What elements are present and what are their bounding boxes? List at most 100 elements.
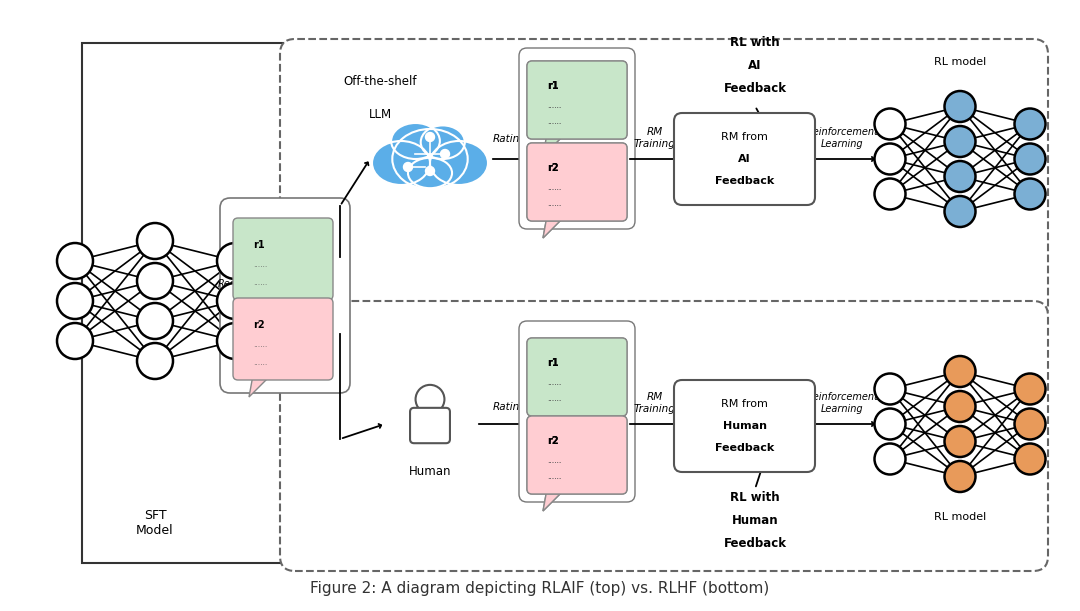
FancyBboxPatch shape <box>527 416 627 494</box>
Text: r1: r1 <box>546 81 558 92</box>
FancyBboxPatch shape <box>527 143 627 221</box>
Text: ......: ...... <box>546 456 562 465</box>
FancyBboxPatch shape <box>527 61 627 139</box>
Text: r2: r2 <box>546 163 558 174</box>
Text: RL with: RL with <box>730 491 780 504</box>
Text: ......: ...... <box>546 183 562 192</box>
Ellipse shape <box>392 129 468 189</box>
FancyBboxPatch shape <box>527 143 627 221</box>
Text: LLM: LLM <box>368 108 392 120</box>
Text: Figure 2: A diagram depicting RLAIF (top) vs. RLHF (bottom): Figure 2: A diagram depicting RLAIF (top… <box>310 582 770 596</box>
Text: ......: ...... <box>546 101 562 110</box>
Polygon shape <box>249 375 271 397</box>
Text: ......: ...... <box>546 378 562 387</box>
Polygon shape <box>249 295 271 317</box>
FancyBboxPatch shape <box>527 338 627 416</box>
Text: Feedback: Feedback <box>724 82 786 95</box>
Text: Reinforcement
Learning: Reinforcement Learning <box>807 128 878 149</box>
Polygon shape <box>543 216 565 238</box>
Circle shape <box>1014 144 1045 175</box>
FancyBboxPatch shape <box>410 408 450 443</box>
Text: ......: ...... <box>546 199 562 208</box>
Polygon shape <box>543 134 565 156</box>
Text: SFT
Model: SFT Model <box>136 509 174 537</box>
Circle shape <box>57 283 93 319</box>
Circle shape <box>1014 409 1045 439</box>
Text: ......: ...... <box>546 378 562 387</box>
Circle shape <box>137 303 173 339</box>
Text: ......: ...... <box>253 260 267 269</box>
Circle shape <box>945 426 975 457</box>
Text: Rating: Rating <box>494 402 527 412</box>
Text: Feedback: Feedback <box>724 537 786 550</box>
FancyBboxPatch shape <box>674 380 815 472</box>
Circle shape <box>945 161 975 192</box>
Circle shape <box>945 356 975 387</box>
Text: ......: ...... <box>546 183 562 192</box>
Circle shape <box>217 323 253 359</box>
FancyBboxPatch shape <box>519 321 635 502</box>
Circle shape <box>945 461 975 492</box>
FancyBboxPatch shape <box>674 113 815 205</box>
Text: Sample
Response: Sample Response <box>218 268 266 289</box>
Polygon shape <box>543 411 565 433</box>
Text: Human: Human <box>731 514 779 527</box>
Polygon shape <box>543 489 565 511</box>
Text: r2: r2 <box>546 436 558 447</box>
Ellipse shape <box>408 158 453 188</box>
Ellipse shape <box>391 123 440 159</box>
Text: Human: Human <box>723 421 767 431</box>
Text: r2: r2 <box>546 436 558 447</box>
Polygon shape <box>543 489 565 511</box>
Circle shape <box>945 126 975 157</box>
Circle shape <box>875 444 905 475</box>
Circle shape <box>945 91 975 122</box>
Text: ......: ...... <box>546 101 562 110</box>
Circle shape <box>1014 109 1045 139</box>
Circle shape <box>137 223 173 259</box>
Circle shape <box>875 373 905 404</box>
Text: ......: ...... <box>546 456 562 465</box>
Text: ......: ...... <box>546 472 562 481</box>
Text: RL model: RL model <box>934 57 986 67</box>
Text: AI: AI <box>748 59 761 72</box>
Circle shape <box>945 196 975 227</box>
FancyBboxPatch shape <box>233 218 333 300</box>
FancyBboxPatch shape <box>280 39 1048 321</box>
Text: Off-the-shelf: Off-the-shelf <box>343 75 417 87</box>
Text: ......: ...... <box>546 394 562 403</box>
Text: r1: r1 <box>253 240 265 250</box>
Circle shape <box>1014 373 1045 404</box>
Circle shape <box>875 409 905 439</box>
Circle shape <box>945 391 975 422</box>
Text: r2: r2 <box>546 163 558 174</box>
Text: RM
Training: RM Training <box>634 392 675 414</box>
Ellipse shape <box>430 141 488 185</box>
Text: RM from: RM from <box>721 399 768 409</box>
Polygon shape <box>543 216 565 238</box>
Text: Feedback: Feedback <box>715 176 774 186</box>
Circle shape <box>137 343 173 379</box>
FancyBboxPatch shape <box>233 298 333 380</box>
FancyBboxPatch shape <box>527 61 627 139</box>
FancyBboxPatch shape <box>280 301 1048 571</box>
Text: ......: ...... <box>546 117 562 126</box>
Circle shape <box>57 243 93 279</box>
Circle shape <box>1014 178 1045 210</box>
Polygon shape <box>543 411 565 433</box>
Text: RM
Training: RM Training <box>634 128 675 149</box>
Circle shape <box>426 133 434 142</box>
FancyBboxPatch shape <box>519 48 635 229</box>
Text: Feedback: Feedback <box>715 443 774 453</box>
Text: AI: AI <box>739 154 751 164</box>
Bar <box>82 43 1042 563</box>
FancyBboxPatch shape <box>527 416 627 494</box>
Text: ......: ...... <box>253 340 267 349</box>
Text: ......: ...... <box>546 472 562 481</box>
FancyBboxPatch shape <box>220 198 350 393</box>
Circle shape <box>416 385 445 414</box>
Text: ......: ...... <box>546 117 562 126</box>
Circle shape <box>875 109 905 139</box>
Ellipse shape <box>421 125 464 159</box>
Text: r1: r1 <box>546 81 558 92</box>
